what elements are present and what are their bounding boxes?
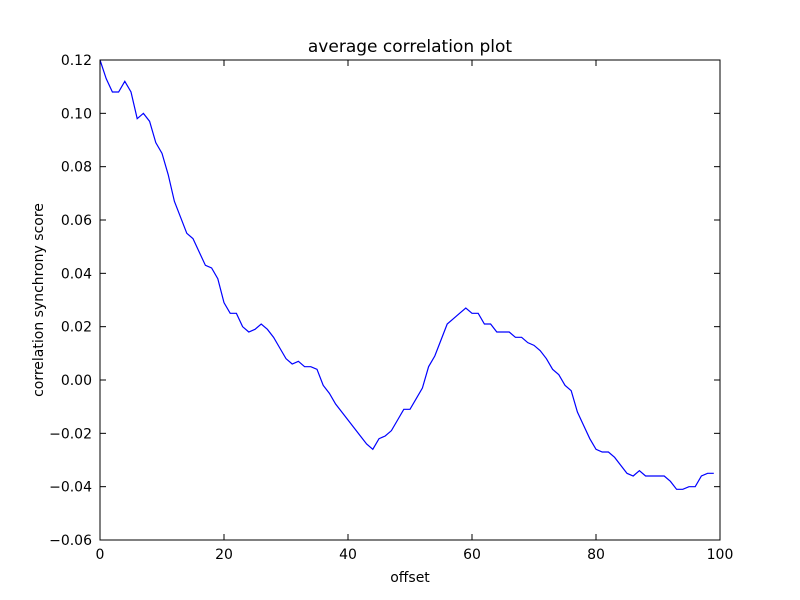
- chart-title: average correlation plot: [308, 37, 513, 57]
- plot-frame: [99, 59, 721, 541]
- x-axis-label: offset: [390, 570, 430, 586]
- x-tick-label: 100: [707, 547, 734, 563]
- series-line: [99, 59, 714, 490]
- y-axis-ticks: −0.06 −0.04 −0.02 0.00 0.02 0.04 0.06 0.08 0.10 0…: [49, 53, 720, 549]
- plot-area: [100, 60, 720, 540]
- x-axis-ticks: 0 20 40 60 80 100: [96, 60, 734, 563]
- y-tick-label: 0.08: [61, 160, 92, 176]
- y-tick-label: 0.00: [61, 373, 92, 389]
- y-axis-label: correlation synchrony score: [31, 203, 47, 397]
- y-tick-label: −0.02: [49, 426, 92, 442]
- y-tick-label: 0.10: [61, 106, 92, 122]
- x-tick-label: 80: [587, 547, 605, 563]
- y-tick-label: −0.06: [49, 533, 92, 549]
- x-tick-label: 20: [215, 547, 233, 563]
- y-tick-label: 0.04: [61, 266, 92, 282]
- y-tick-label: 0.12: [61, 53, 92, 69]
- y-tick-label: 0.02: [61, 320, 92, 336]
- y-tick-label: −0.04: [49, 480, 92, 496]
- x-tick-label: 60: [463, 547, 481, 563]
- x-tick-label: 0: [96, 547, 105, 563]
- y-tick-label: 0.06: [61, 213, 92, 229]
- x-tick-label: 40: [339, 547, 357, 563]
